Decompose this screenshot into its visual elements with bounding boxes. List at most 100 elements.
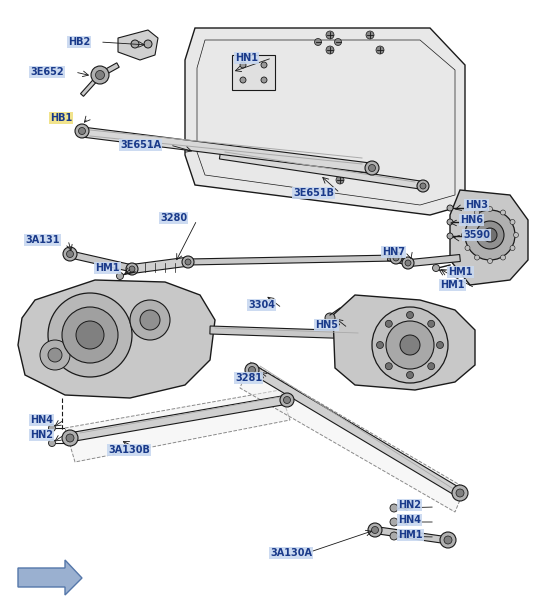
Circle shape bbox=[393, 255, 399, 261]
Polygon shape bbox=[387, 255, 410, 266]
Polygon shape bbox=[81, 74, 102, 96]
Circle shape bbox=[402, 257, 414, 269]
Circle shape bbox=[417, 180, 429, 192]
Text: HN3: HN3 bbox=[465, 200, 488, 210]
Circle shape bbox=[335, 38, 342, 46]
Polygon shape bbox=[374, 526, 445, 543]
Text: 3E651B: 3E651B bbox=[293, 188, 334, 198]
Text: HN4: HN4 bbox=[30, 415, 53, 425]
Circle shape bbox=[284, 397, 291, 403]
Polygon shape bbox=[232, 55, 275, 90]
Polygon shape bbox=[252, 366, 461, 496]
Circle shape bbox=[261, 77, 267, 83]
Text: HM1: HM1 bbox=[398, 530, 422, 540]
Circle shape bbox=[366, 31, 374, 39]
Circle shape bbox=[390, 504, 398, 512]
Polygon shape bbox=[131, 258, 186, 273]
Polygon shape bbox=[18, 560, 82, 595]
Text: HB2: HB2 bbox=[68, 37, 90, 47]
Circle shape bbox=[48, 348, 62, 362]
Circle shape bbox=[377, 341, 384, 349]
Text: HM1: HM1 bbox=[448, 267, 472, 277]
Circle shape bbox=[465, 219, 470, 225]
Circle shape bbox=[131, 40, 139, 48]
Circle shape bbox=[407, 311, 414, 319]
Circle shape bbox=[62, 307, 118, 363]
Circle shape bbox=[79, 127, 86, 135]
Polygon shape bbox=[210, 326, 360, 339]
Circle shape bbox=[126, 263, 138, 275]
Circle shape bbox=[372, 307, 448, 383]
Text: HN7: HN7 bbox=[382, 247, 405, 257]
Circle shape bbox=[452, 485, 468, 501]
Polygon shape bbox=[188, 255, 396, 265]
Circle shape bbox=[487, 258, 492, 263]
Circle shape bbox=[91, 66, 109, 84]
Text: HN2: HN2 bbox=[30, 430, 53, 440]
Circle shape bbox=[185, 259, 191, 265]
Circle shape bbox=[67, 251, 74, 257]
Circle shape bbox=[428, 363, 435, 370]
Circle shape bbox=[390, 518, 398, 526]
Circle shape bbox=[405, 260, 411, 266]
Text: HN5: HN5 bbox=[315, 320, 338, 330]
Circle shape bbox=[476, 221, 504, 249]
Circle shape bbox=[240, 62, 246, 68]
Circle shape bbox=[447, 233, 453, 239]
Circle shape bbox=[130, 300, 170, 340]
Circle shape bbox=[510, 219, 515, 225]
Circle shape bbox=[129, 266, 135, 272]
Circle shape bbox=[385, 320, 392, 328]
Text: 3280: 3280 bbox=[160, 213, 187, 223]
Polygon shape bbox=[450, 190, 528, 285]
Circle shape bbox=[510, 245, 515, 251]
Circle shape bbox=[372, 526, 379, 534]
Text: 3E651A: 3E651A bbox=[120, 140, 161, 150]
Text: HN4: HN4 bbox=[398, 515, 421, 525]
Circle shape bbox=[315, 38, 322, 46]
Circle shape bbox=[245, 363, 259, 377]
Polygon shape bbox=[71, 395, 286, 441]
Circle shape bbox=[500, 255, 506, 260]
Polygon shape bbox=[220, 151, 421, 189]
Circle shape bbox=[48, 293, 132, 377]
Circle shape bbox=[63, 247, 77, 261]
Circle shape bbox=[66, 434, 74, 442]
Circle shape bbox=[368, 523, 382, 537]
Circle shape bbox=[465, 210, 515, 260]
Circle shape bbox=[390, 252, 402, 264]
Text: 3A130A: 3A130A bbox=[270, 548, 312, 558]
Polygon shape bbox=[99, 63, 119, 77]
Circle shape bbox=[40, 340, 70, 370]
Circle shape bbox=[462, 233, 466, 237]
Circle shape bbox=[48, 424, 55, 432]
Circle shape bbox=[261, 62, 267, 68]
Circle shape bbox=[369, 165, 376, 171]
Circle shape bbox=[436, 341, 443, 349]
Circle shape bbox=[386, 321, 434, 369]
Circle shape bbox=[407, 371, 414, 379]
Text: 3A130B: 3A130B bbox=[108, 445, 150, 455]
Circle shape bbox=[326, 46, 334, 54]
Circle shape bbox=[513, 233, 519, 237]
Circle shape bbox=[433, 264, 440, 272]
Text: HB1: HB1 bbox=[50, 113, 72, 123]
Circle shape bbox=[400, 335, 420, 355]
Circle shape bbox=[456, 489, 464, 497]
Circle shape bbox=[428, 320, 435, 328]
Text: 3590: 3590 bbox=[463, 230, 490, 240]
Polygon shape bbox=[240, 362, 465, 512]
Circle shape bbox=[182, 256, 194, 268]
Circle shape bbox=[390, 532, 398, 540]
Circle shape bbox=[500, 210, 506, 215]
Circle shape bbox=[475, 255, 479, 260]
Polygon shape bbox=[18, 280, 215, 398]
Circle shape bbox=[240, 77, 246, 83]
Circle shape bbox=[140, 310, 160, 330]
Circle shape bbox=[48, 439, 55, 447]
Circle shape bbox=[487, 207, 492, 212]
Circle shape bbox=[325, 313, 335, 323]
Circle shape bbox=[75, 124, 89, 138]
Text: 3304: 3304 bbox=[248, 300, 275, 310]
Circle shape bbox=[96, 70, 104, 79]
